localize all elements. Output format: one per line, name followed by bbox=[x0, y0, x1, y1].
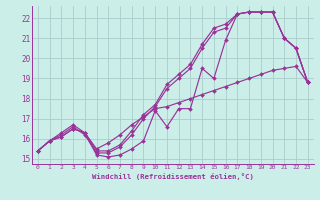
X-axis label: Windchill (Refroidissement éolien,°C): Windchill (Refroidissement éolien,°C) bbox=[92, 173, 254, 180]
